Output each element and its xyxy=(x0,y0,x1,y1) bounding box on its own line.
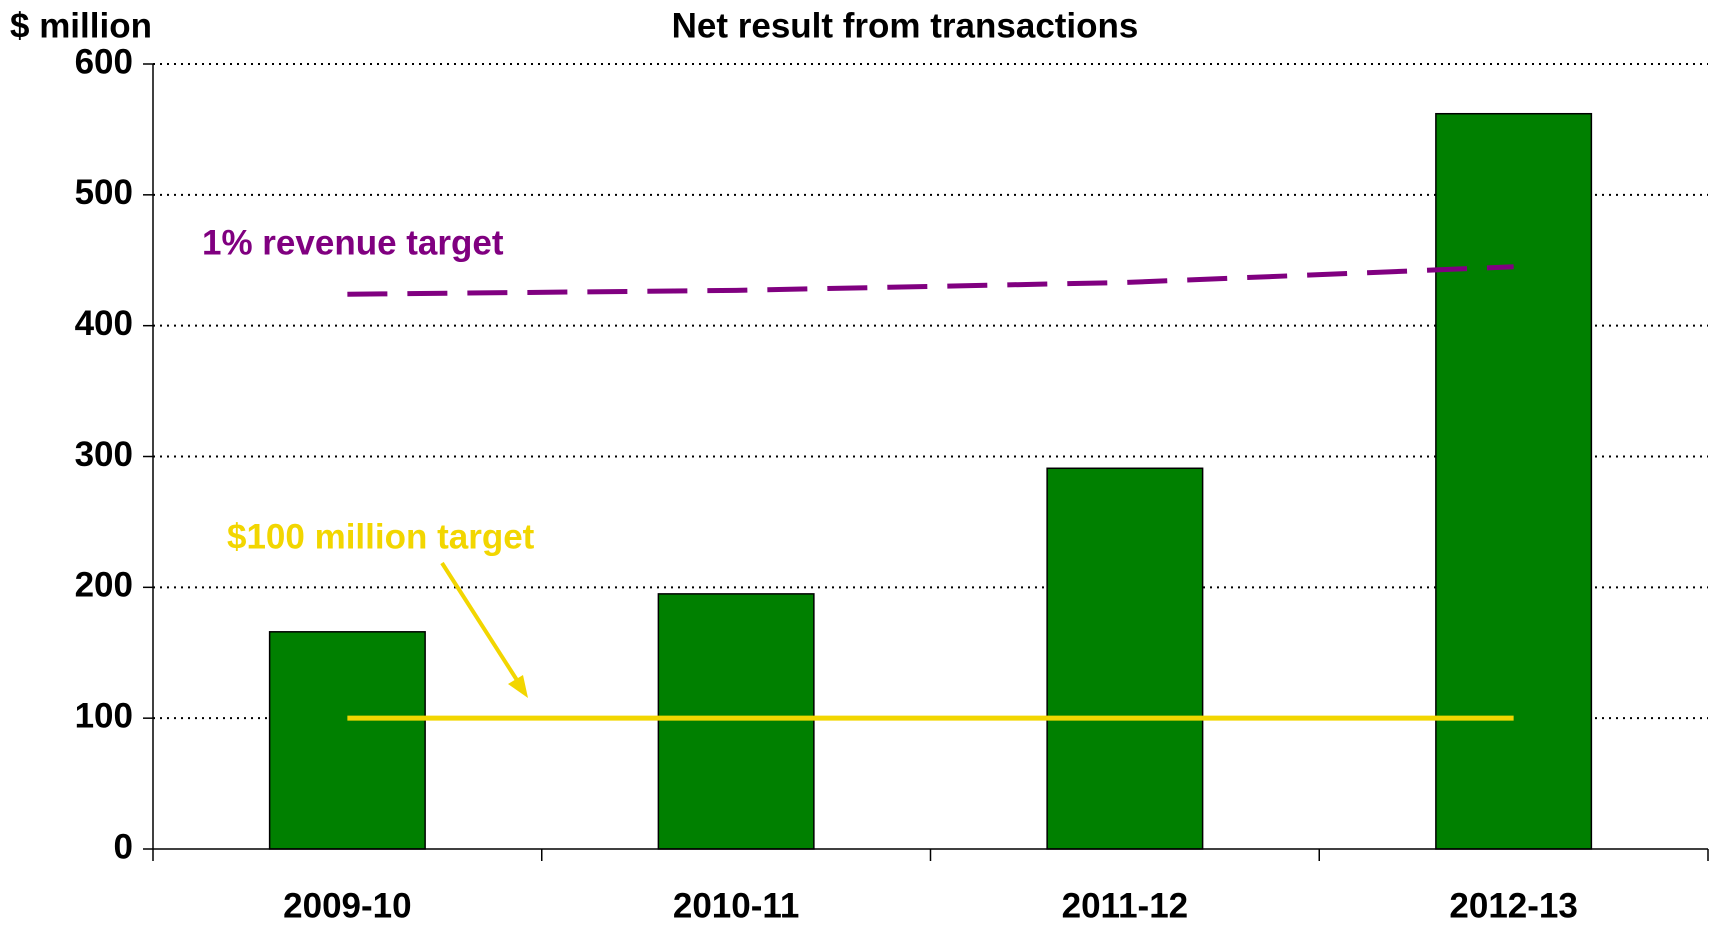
annotation: 1% revenue target xyxy=(202,223,504,262)
y-tick-label: 400 xyxy=(75,304,133,343)
target-line xyxy=(347,264,1514,297)
arrow-shaft xyxy=(440,561,524,690)
y-axis-label: $ million xyxy=(10,6,152,45)
chart-title: Net result from transactions xyxy=(672,6,1139,45)
y-tick-label: 100 xyxy=(75,696,133,735)
x-tick-label: 2010-11 xyxy=(673,886,800,925)
x-tick-label: 2012-13 xyxy=(1449,886,1577,925)
x-tick-label: 2009-10 xyxy=(283,886,411,925)
annotation: $100 million target xyxy=(227,517,535,556)
bar xyxy=(268,631,426,850)
x-tick-label: 2011-12 xyxy=(1062,886,1189,925)
y-tick-label: 0 xyxy=(114,827,133,866)
y-tick-label: 500 xyxy=(75,173,133,212)
y-tick-label: 200 xyxy=(75,566,133,605)
bar xyxy=(1046,467,1204,850)
y-tick-label: 600 xyxy=(75,42,133,81)
bar xyxy=(657,593,815,850)
y-tick-label: 300 xyxy=(75,435,133,474)
arrow-head xyxy=(508,675,528,698)
bar xyxy=(1435,112,1593,850)
